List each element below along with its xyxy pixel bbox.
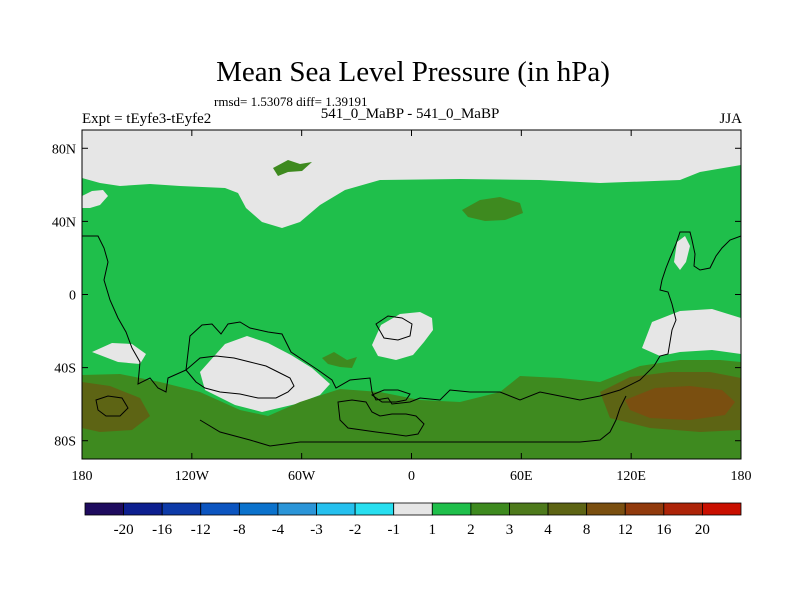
colorbar-swatch — [624, 502, 665, 516]
lon-label: 60W — [288, 469, 316, 484]
colorbar-swatch — [354, 502, 395, 516]
lon-label: 180 — [72, 469, 93, 484]
colorbar-swatch — [663, 502, 703, 516]
colorbar-label: -2 — [349, 522, 362, 538]
map-axes: 80N 40N 0 40S 80S 180 120W 60W 0 60E 120E 180 — [52, 130, 752, 484]
colorbar-label: 12 — [618, 522, 633, 538]
field-small-nh-patch — [273, 160, 312, 176]
colorbar-label: -16 — [152, 522, 172, 538]
lat-label: 40S — [54, 362, 76, 377]
lat-label: 40N — [52, 215, 76, 230]
colorbar-swatch — [123, 502, 163, 516]
field-atlantic-low — [372, 312, 433, 360]
colorbar-label: 8 — [583, 522, 591, 538]
colorbar-swatch — [470, 502, 510, 516]
colorbar-swatch — [238, 502, 279, 516]
colorbar-swatch — [393, 502, 433, 516]
colorbar-swatch — [547, 502, 588, 516]
colorbar-label: -4 — [272, 522, 285, 538]
colorbar-label: -8 — [233, 522, 246, 538]
map-field — [82, 130, 741, 459]
colorbar-swatch — [509, 502, 549, 516]
field-se-core — [625, 386, 735, 420]
colorbar-swatch — [200, 502, 240, 516]
colorbar-swatch — [161, 502, 202, 516]
lat-label: 80S — [54, 435, 76, 450]
field-nw-patch — [82, 190, 108, 208]
field-southern-belt — [82, 360, 741, 459]
lon-label: 0 — [408, 469, 415, 484]
colorbar-swatch — [586, 502, 626, 516]
colorbar-label: 20 — [695, 522, 710, 538]
lon-label: 120E — [616, 469, 646, 484]
colorbar-swatch — [316, 502, 356, 516]
colorbar-label: 2 — [467, 522, 475, 538]
lon-label: 60E — [510, 469, 533, 484]
colorbar-swatch — [277, 502, 317, 516]
field-indian-low — [642, 309, 741, 356]
lat-label: 80N — [52, 142, 76, 157]
experiment-label: Expt = tEyfe3-tEyfe2 — [82, 111, 212, 127]
colorbar-label: -3 — [310, 522, 323, 538]
field-north-polar — [82, 130, 741, 228]
field-nh-patch — [462, 197, 523, 221]
lon-label: 120W — [175, 469, 210, 484]
colorbar-label: 4 — [544, 522, 552, 538]
colorbar-label: 3 — [506, 522, 514, 538]
colorbar-label: -20 — [114, 522, 134, 538]
lat-label: 0 — [69, 289, 76, 304]
field-midlat-patch — [322, 352, 357, 368]
lon-label: 180 — [731, 469, 752, 484]
colorbar-swatch — [702, 502, 742, 516]
colorbar-label: 1 — [429, 522, 437, 538]
field-sw-core — [82, 382, 150, 432]
colorbar-swatch — [84, 502, 124, 516]
colorbar: -20 -16 -12 -8 -4 -3 -2 -1 1 2 3 4 8 12 16 20 — [84, 502, 742, 538]
colorbar-swatch — [431, 502, 472, 516]
colorbar-label: 16 — [656, 522, 672, 538]
colorbar-label: -1 — [387, 522, 400, 538]
colorbar-label: -12 — [191, 522, 211, 538]
season-label: JJA — [719, 111, 742, 127]
period-label: 541_0_MaBP - 541_0_MaBP — [320, 106, 500, 122]
field-east-small-low — [674, 236, 690, 270]
coastlines — [82, 231, 742, 447]
stats-text: rmsd= 1.53078 diff= 1.39191 — [214, 94, 368, 109]
chart-title: Mean Sea Level Pressure (in hPa) — [216, 56, 610, 88]
